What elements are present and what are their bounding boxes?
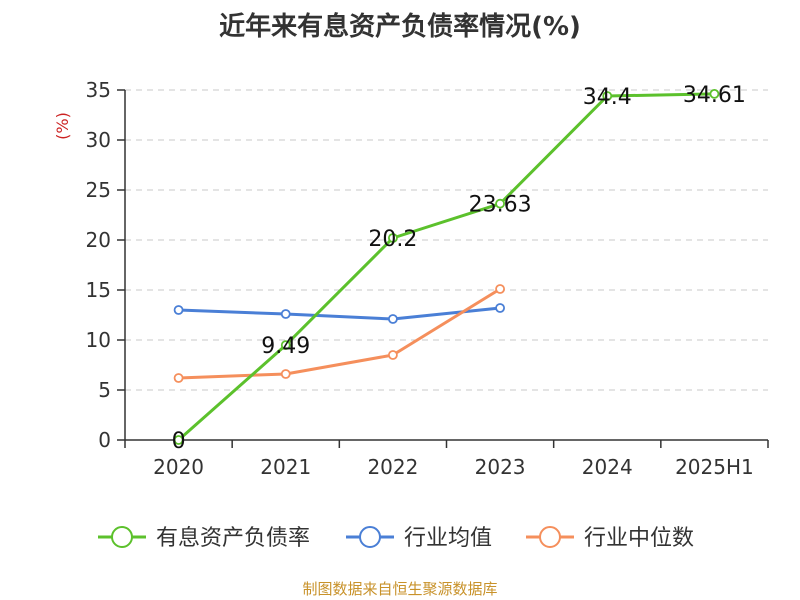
y-tick-label: 0 xyxy=(98,428,111,452)
x-tick-label: 2024 xyxy=(582,455,633,479)
data-point xyxy=(388,350,398,360)
data-point xyxy=(602,91,613,101)
x-tick-label: 2023 xyxy=(475,455,526,479)
series-line-2 xyxy=(178,287,501,380)
data-point xyxy=(280,369,291,379)
series-line-0 xyxy=(177,92,715,442)
x-tick-label: 2022 xyxy=(367,455,418,479)
y-tick-label: 5 xyxy=(98,378,111,402)
data-label: 20.2 xyxy=(368,227,417,252)
data-point xyxy=(173,435,184,445)
y-axis-label: (%) xyxy=(53,112,72,140)
legend-label: 行业均值 xyxy=(404,526,492,551)
data-point xyxy=(280,340,291,351)
x-tick-label: 2021 xyxy=(260,455,311,479)
data-labels: 0 9.49 20.2 23.63 34.4 34.61 xyxy=(172,83,746,454)
data-point xyxy=(388,233,398,243)
data-label: 9.49 xyxy=(261,334,310,359)
y-tick-label: 25 xyxy=(86,178,111,202)
x-tick-label: 2025H1 xyxy=(675,455,754,479)
data-point xyxy=(709,89,720,99)
y-tick-label: 35 xyxy=(86,78,111,102)
legend: 有息资产负债率 行业均值 行业中位数 xyxy=(98,526,694,551)
data-point xyxy=(388,314,398,324)
data-point xyxy=(173,305,184,315)
legend-marker xyxy=(359,526,381,548)
y-tick-label: 30 xyxy=(86,128,111,152)
data-label: 34.4 xyxy=(583,85,632,110)
data-label: 34.61 xyxy=(683,83,746,108)
data-point xyxy=(495,303,505,313)
grid-lines xyxy=(125,89,768,391)
y-axis-ticks: 0 5 10 15 20 25 30 35 xyxy=(86,78,125,452)
legend-marker xyxy=(111,526,133,548)
y-tick-label: 15 xyxy=(86,278,111,302)
axes xyxy=(124,90,768,441)
data-label: 0 xyxy=(172,429,186,454)
data-point xyxy=(280,309,291,319)
source-note: 制图数据来自恒生聚源数据库 xyxy=(302,580,498,598)
data-point xyxy=(495,284,505,294)
legend-label: 有息资产负债率 xyxy=(156,526,310,551)
series-lines xyxy=(173,89,720,445)
chart-title: 近年来有息资产负债率情况(%) xyxy=(219,12,581,42)
y-tick-label: 20 xyxy=(86,228,111,252)
x-axis-ticks: 2020 2021 2022 2023 2024 2025H1 xyxy=(124,440,769,479)
x-tick-label: 2020 xyxy=(153,455,204,479)
series-line-1 xyxy=(178,306,501,321)
data-point xyxy=(173,373,184,383)
data-point xyxy=(495,198,505,209)
y-tick-label: 10 xyxy=(86,328,111,352)
data-label: 23.63 xyxy=(469,193,532,218)
legend-marker xyxy=(539,526,561,548)
legend-label: 行业中位数 xyxy=(584,526,694,551)
